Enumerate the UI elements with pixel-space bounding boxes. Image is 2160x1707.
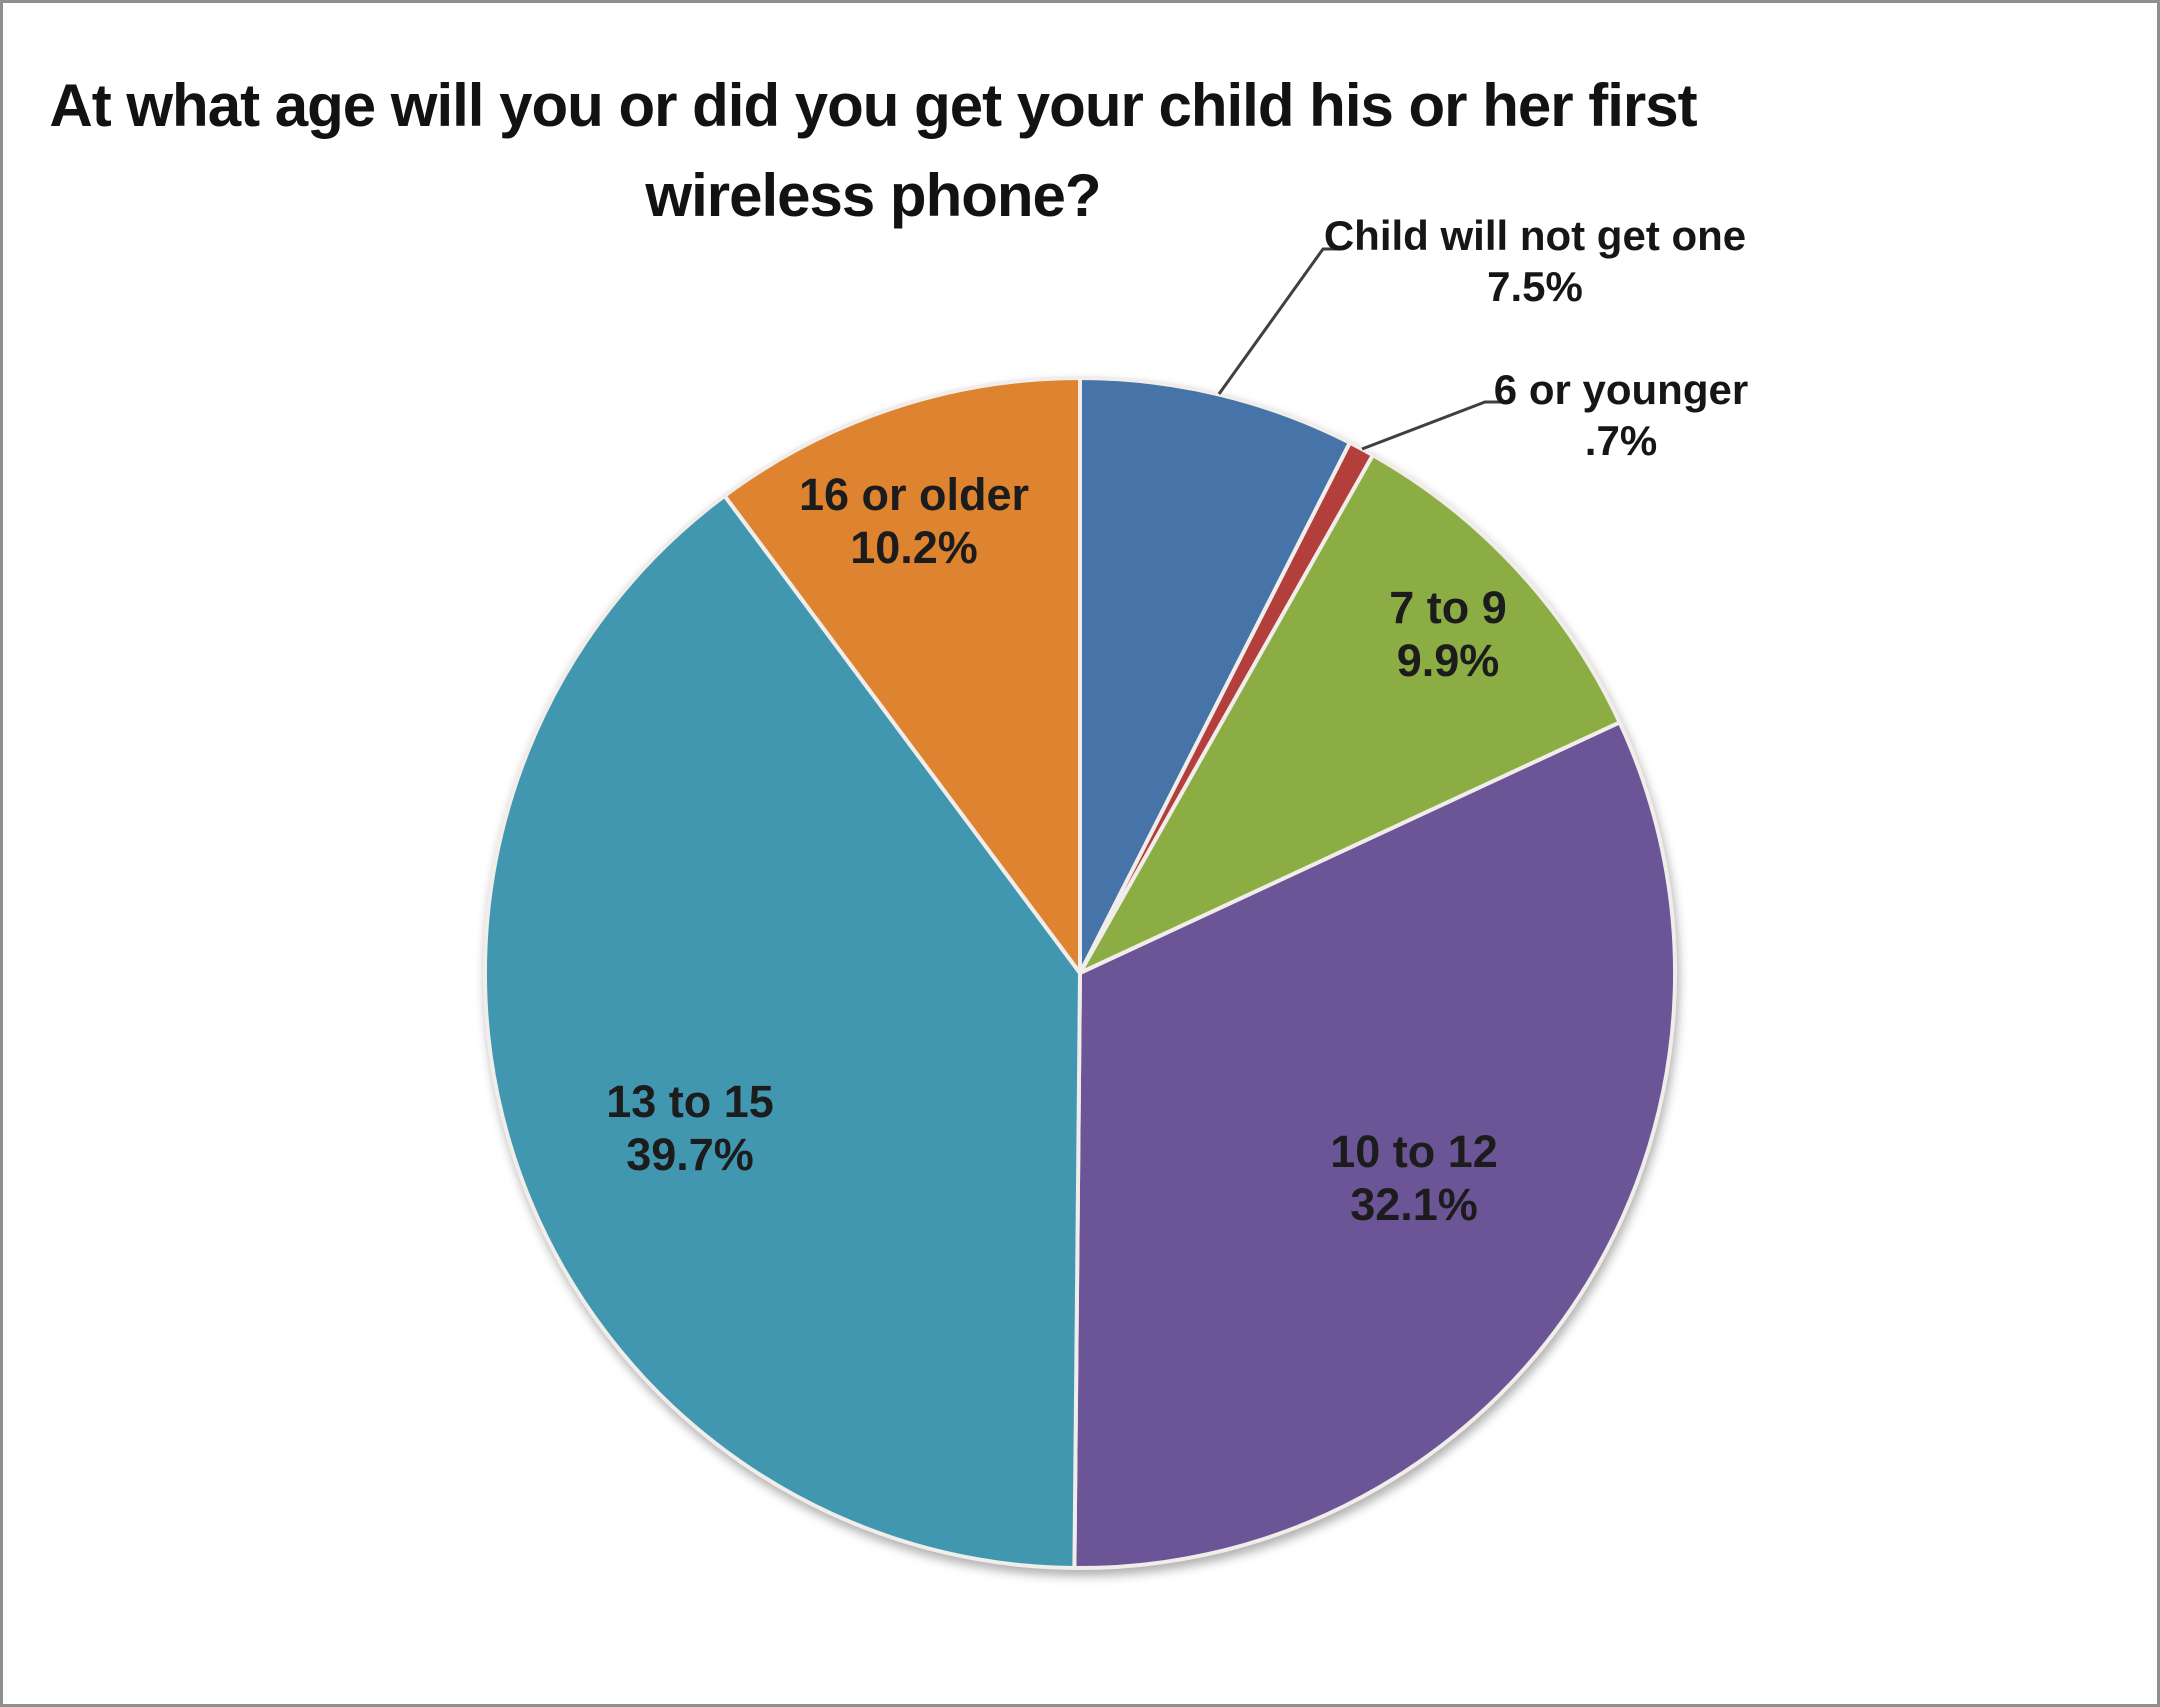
callout-leader-line-1 xyxy=(1361,400,1504,451)
slice-label-10-to-12: 10 to 12 32.1% xyxy=(1330,1125,1498,1231)
callout-leader-line-0 xyxy=(1217,247,1341,395)
chart-title: At what age will you or did you get your… xyxy=(49,72,1697,229)
slice-pct: 7.5% xyxy=(1487,263,1583,310)
pie-slice-16-or-older xyxy=(722,376,1082,975)
slice-name: 7 to 9 xyxy=(1389,582,1507,633)
pie-slice-7-to-9 xyxy=(1078,453,1622,975)
slice-name: 13 to 15 xyxy=(606,1076,774,1127)
pie-slice-10-to-12 xyxy=(1072,720,1678,1571)
pie-slice-13-to-15 xyxy=(482,493,1082,1570)
slice-name: 16 or older xyxy=(798,469,1030,520)
slice-name: Child will not get one xyxy=(1323,212,1747,259)
pie-slice-child-will-not-get-one xyxy=(1078,376,1352,975)
slice-label-16-or-older: 16 or older 10.2% xyxy=(799,468,1029,574)
slice-name: 10 to 12 xyxy=(1330,1126,1498,1177)
slice-pct: 39.7% xyxy=(626,1129,754,1180)
callout-label-6-or-younger: 6 or younger .7% xyxy=(1494,364,1748,466)
slice-label-7-to-9: 7 to 9 9.9% xyxy=(1389,581,1507,687)
slice-pct: 32.1% xyxy=(1350,1179,1478,1230)
slice-label-13-to-15: 13 to 15 39.7% xyxy=(606,1075,774,1181)
callout-label-child-will-not-get-one: Child will not get one 7.5% xyxy=(1324,210,1746,312)
slice-pct: 9.9% xyxy=(1396,635,1500,686)
slice-name: 6 or younger xyxy=(1493,366,1749,413)
slice-pct: .7% xyxy=(1584,417,1658,464)
slice-pct: 10.2% xyxy=(850,522,978,573)
pie-chart xyxy=(482,247,1678,1571)
